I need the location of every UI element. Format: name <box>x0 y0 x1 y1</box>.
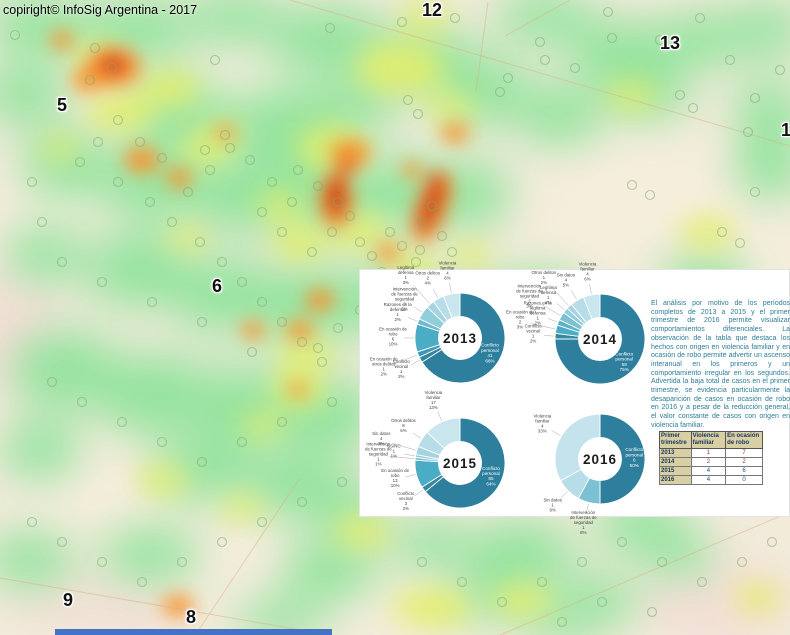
slice-label: Razones en la defensa 1 2% <box>384 302 413 322</box>
donut-center-year: 2016 <box>583 452 617 467</box>
slice-label: NS/NC 1 1% <box>387 444 401 459</box>
donut-slice <box>421 292 506 384</box>
slice-label: Otros delitos 1 2% <box>532 270 557 285</box>
slice-label: Intervención de fuerzas de seguridad 2 3% <box>516 283 543 308</box>
donut-center-year: 2013 <box>443 331 477 346</box>
slice-label: Intervención de fuerzas de seguridad 3 5% <box>391 286 418 311</box>
donut-slice <box>424 417 506 509</box>
slice-label: Sin datos 1 9% <box>543 497 562 512</box>
slice-label: Violencia familiar 4 33% <box>533 413 551 433</box>
table-row: 2015 4 6 <box>659 466 763 476</box>
map-label-8: 8 <box>186 607 197 627</box>
slice-label-inside: Conflicto personal 6 50% <box>625 447 643 468</box>
table-cell-year: 2016 <box>659 475 692 485</box>
table-row: 2013 1 7 <box>659 448 763 458</box>
table-row: 2016 4 0 <box>659 475 763 485</box>
slice-label: Intervención de fuerzas de seguridad 1 8% <box>570 510 597 535</box>
map-label-1: 1 <box>781 120 790 140</box>
slice-label: En ocasión de robo 2 3% <box>506 310 534 330</box>
donut-center-year: 2014 <box>583 332 617 347</box>
table-cell-vf: 4 <box>690 475 727 485</box>
slice-label-inside: Conflicto personal 58 75% <box>615 351 633 372</box>
donut-slice <box>582 293 601 320</box>
slice-label: Sin datos 4 5% <box>557 272 576 287</box>
slice-label: Otros delitos 2 4% <box>415 270 440 285</box>
slice-label: Legítima defensa 1 2% <box>540 285 557 305</box>
table-header: Primer trimestre <box>659 431 692 449</box>
slice-label-inside: Conflicto personal 41 66% <box>481 343 499 364</box>
bottom-blue-bar <box>55 629 332 635</box>
donut-slice <box>599 413 646 505</box>
donut-center-year: 2015 <box>443 456 477 471</box>
table-cell-vf: 2 <box>690 457 727 467</box>
slice-label: Sin datos 4 3% <box>372 431 391 446</box>
table-cell-robo: 0 <box>725 475 763 485</box>
slice-label-inside: Conflicto personal 85 64% <box>482 466 500 487</box>
map-label-12: 12 <box>422 0 443 20</box>
donut-slice <box>426 417 461 449</box>
table-cell-vf: 4 <box>690 466 727 476</box>
slice-label: Intervención de fuerzas de seguridad 1 1% <box>365 441 392 466</box>
case-point-markers <box>9 6 786 628</box>
analysis-text: El análisis por motivo de los períodos c… <box>651 300 790 429</box>
slice-label: En ocasión de robo 13 10% <box>381 468 409 488</box>
donut-chart-2013: Conflicto personal 41 66%Conflicto vecinal 1 2… <box>370 261 506 384</box>
table-header: En ocasión de robo <box>725 431 763 449</box>
table-row: 2014 2 2 <box>659 457 763 467</box>
map-label-5: 5 <box>57 95 68 115</box>
slice-label: Razones en la legítima defensa 1 2% <box>524 300 553 325</box>
table-header: Violencia familiar <box>690 431 727 449</box>
slice-label: En ocasión de otros delitos 1 2% <box>370 357 398 377</box>
map-label-6: 6 <box>212 276 223 296</box>
slice-label: En ocasión de robo 6 10% <box>379 327 407 347</box>
slice-label: Legítima defensa 1 3% <box>397 265 414 285</box>
map-label-13: 13 <box>660 33 681 53</box>
slice-label: Conflicto vecinal 3 2% <box>397 491 415 511</box>
slice-label: Violencia familiar 4 6% <box>439 261 457 281</box>
table-cell-year: 2015 <box>659 466 692 476</box>
table-cell-year: 2014 <box>659 457 692 467</box>
table-cell-robo: 6 <box>725 466 763 476</box>
table-cell-year: 2013 <box>659 448 692 458</box>
table-cell-robo: 2 <box>725 457 763 467</box>
donut-slice <box>442 292 461 319</box>
table-cell-robo: 7 <box>725 448 763 458</box>
slice-label: Conflicto vecinal 1 2% <box>525 323 543 343</box>
map-label-9: 9 <box>63 590 74 610</box>
slice-label: Violencia familiar 4 6% <box>579 262 597 282</box>
donut-chart-2014: Conflicto personal 58 75% Conflicto vecinal 1 2… <box>506 262 646 385</box>
donut-slice <box>554 293 646 385</box>
summary-table: Primer trimestre Violencia familiar En oca… <box>659 431 763 485</box>
donut-chart-2015: Conflicto personal 85 64% Conflicto vecinal 3 2… <box>365 390 506 511</box>
table-cell-vf: 1 <box>690 448 727 458</box>
copyright-text: copiright© InfoSig Argentina - 2017 <box>3 3 198 17</box>
donut-chart-2016: Conflicto personal 6 50% Intervención de fuer… <box>533 413 646 535</box>
slice-label: Otros delitos 8 6% <box>391 418 416 433</box>
report-panel: Conflicto personal 41 66% Conflicto vecinal 1 2… <box>359 261 790 535</box>
slice-label: Violencia familiar 17 13% <box>425 390 443 410</box>
donut-slice <box>554 413 601 482</box>
